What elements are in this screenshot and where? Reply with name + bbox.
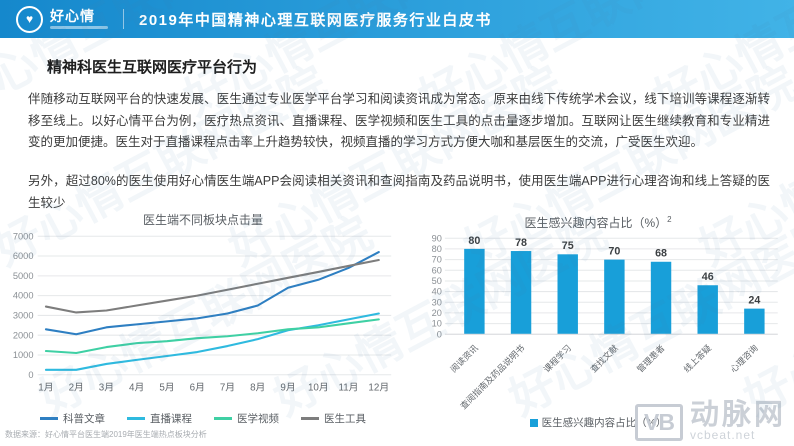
line-chart-mount: 0 1000 2000 3000 4000 5000 6000 7000 1月 2月 3月 4月 5月 6… (4, 228, 402, 417)
y-tick-label: 2000 (13, 330, 34, 340)
bar-chart-title: 医生感兴趣内容占比（%）2 (402, 212, 794, 230)
bar-chart-mount: 0 10 20 30 40 50 60 70 80 90 80 阅读资讯 78 查阅指南及药品说明书 75 课… (402, 228, 794, 421)
bar-线上答疑 (697, 285, 718, 335)
header-title: 2019年中国精神心理互联网医疗服务行业白皮书 (139, 11, 492, 29)
legend-swatch (127, 417, 145, 420)
bar-查找文献 (604, 259, 625, 335)
y-tick-label: 80 (432, 244, 442, 254)
x-tick-label: 7月 (220, 381, 235, 393)
legend-item-科普文章: 科普文章 (40, 411, 105, 426)
bar-chart-title-text: 医生感兴趣内容占比（%） (524, 216, 668, 230)
legend-swatch (40, 417, 58, 420)
x-tick-label: 1月 (38, 381, 53, 393)
paragraph-2: 另外，超过80%的医生使用好心情医生端APP会阅读相关资讯和查阅指南及药品说明书… (28, 174, 770, 210)
legend-label: 医学视频 (237, 413, 279, 425)
legend-label: 医生工具 (324, 413, 366, 425)
y-tick-label: 20 (432, 308, 442, 318)
x-tick-label: 8月 (250, 381, 265, 393)
footnote: 数据来源：好心情平台医生端2019年医生端热点板块分析 (5, 430, 207, 439)
bar-category-label: 线上答疑 (681, 342, 714, 375)
page-title: 精神科医生互联网医疗平台行为 (47, 59, 258, 76)
x-tick-label: 4月 (129, 381, 144, 393)
bar-value-label: 68 (655, 248, 667, 260)
paragraph-1: 伴随移动互联网平台的快速发展、医生通过专业医学平台学习和阅读资讯成为常态。原来由… (28, 92, 770, 149)
line-chart-canvas: 0 1000 2000 3000 4000 5000 6000 7000 1月 2月 3月 4月 5月 6… (13, 231, 392, 393)
x-tick-label: 9月 (280, 381, 295, 393)
y-tick-label: 60 (432, 265, 442, 275)
line-chart-title: 医生端不同板块点击量 (142, 213, 263, 227)
line-chart: 医生端不同板块点击量 0 1000 2000 3000 4000 5000 6000 7000… (0, 212, 402, 430)
y-tick-label: 30 (432, 297, 442, 307)
y-tick-label: 90 (432, 233, 442, 243)
header-bar: ♥ 好心情 2019年中国精神心理互联网医疗服务行业白皮书 (0, 0, 794, 38)
y-tick-label: 5000 (13, 271, 34, 281)
legend-label: 科普文章 (63, 413, 105, 425)
bar-value-label: 46 (702, 271, 714, 283)
bar-category-label: 课程学习 (541, 342, 573, 374)
vcbeat-url: vcbeat.net (689, 428, 756, 442)
x-tick-label: 6月 (190, 381, 205, 393)
bar-legend-swatch (529, 419, 538, 427)
y-tick-label: 4000 (13, 291, 34, 301)
y-tick-label: 0 (28, 370, 33, 380)
vcbeat-text: 动脉网 vcbeat.net (689, 399, 786, 443)
heart-icon: ♥ (16, 5, 43, 33)
bar-课程学习 (557, 254, 578, 335)
haoxinqing-logo: ♥ 好心情 (16, 5, 108, 33)
logo-tagline (50, 26, 108, 29)
bar-category-label: 查找文献 (588, 342, 621, 375)
y-tick-label: 0 (437, 329, 442, 339)
logo-name: 好心情 (50, 8, 95, 24)
x-tick-label: 10月 (308, 381, 329, 393)
y-tick-label: 40 (432, 287, 442, 297)
y-tick-label: 10 (432, 319, 442, 329)
legend-label: 直播课程 (150, 413, 192, 425)
bar-管理患者 (650, 261, 672, 335)
line-series-直播课程 (44, 312, 380, 371)
bar-查阅指南及药品说明书 (510, 251, 532, 335)
x-tick-label: 5月 (159, 381, 174, 393)
legend-swatch (214, 417, 232, 420)
bar-title-superscript: 2 (667, 215, 672, 224)
y-tick-label: 7000 (13, 231, 34, 241)
line-series-医学视频 (44, 318, 380, 355)
x-tick-label: 12月 (368, 381, 389, 393)
y-tick-label: 70 (432, 255, 442, 265)
bar-category-label: 管理患者 (634, 342, 667, 375)
bar-value-label: 24 (748, 295, 760, 307)
vcbeat-watermark-logo: VB 动脉网 vcbeat.net (635, 399, 786, 443)
legend-item-医学视频: 医学视频 (214, 411, 279, 426)
legend-item-医生工具: 医生工具 (301, 411, 366, 426)
legend-item-直播课程: 直播课程 (127, 411, 192, 426)
logo-text: 好心情 (50, 9, 108, 29)
vb-badge-icon: VB (635, 403, 683, 441)
legend-swatch (301, 417, 319, 420)
bar-value-label: 75 (562, 240, 574, 252)
y-tick-label: 6000 (13, 251, 34, 261)
bar-chart: 医生感兴趣内容占比（%）2 0 10 20 30 40 50 60 70 80 90 80 阅读资讯 7… (402, 212, 794, 430)
line-series-医生工具 (44, 259, 380, 314)
vcbeat-name: 动脉网 (689, 399, 786, 431)
bar-category-label: 阅读资讯 (448, 342, 481, 375)
bar-value-label: 80 (468, 235, 480, 247)
line-chart-legend: 科普文章 直播课程 医学视频 医生工具 (4, 411, 402, 426)
bar-心理咨询 (744, 308, 765, 335)
header-divider (123, 9, 124, 29)
bar-category-label: 心理咨询 (728, 342, 761, 375)
y-tick-label: 1000 (13, 350, 34, 360)
x-tick-label: 2月 (69, 381, 84, 393)
y-tick-label: 50 (432, 276, 442, 286)
charts-row: 医生端不同板块点击量 0 1000 2000 3000 4000 5000 6000 7000… (0, 212, 794, 430)
x-tick-label: 3月 (99, 381, 114, 393)
bar-阅读资讯 (464, 248, 485, 335)
bar-value-label: 70 (608, 246, 620, 258)
line-series-科普文章 (44, 251, 380, 336)
x-tick-label: 11月 (339, 381, 359, 393)
bar-value-label: 78 (515, 237, 527, 249)
y-tick-label: 3000 (13, 311, 34, 321)
